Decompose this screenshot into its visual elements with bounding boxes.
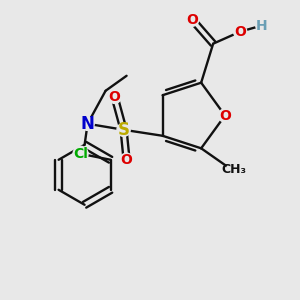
Circle shape (218, 109, 232, 122)
Text: H: H (255, 19, 267, 33)
Text: Cl: Cl (73, 147, 88, 161)
Text: N: N (81, 115, 94, 133)
Text: O: O (109, 90, 121, 104)
Circle shape (108, 90, 121, 104)
Circle shape (227, 162, 242, 177)
Text: O: O (219, 109, 231, 122)
Circle shape (81, 117, 94, 130)
Circle shape (120, 153, 133, 167)
Circle shape (73, 146, 88, 161)
Circle shape (234, 25, 247, 38)
Circle shape (256, 20, 267, 31)
Text: CH₃: CH₃ (222, 163, 247, 176)
Circle shape (117, 123, 130, 136)
Text: O: O (186, 13, 198, 27)
Text: O: O (234, 25, 246, 39)
Text: O: O (121, 153, 133, 167)
Circle shape (186, 13, 199, 26)
Text: S: S (118, 121, 130, 139)
